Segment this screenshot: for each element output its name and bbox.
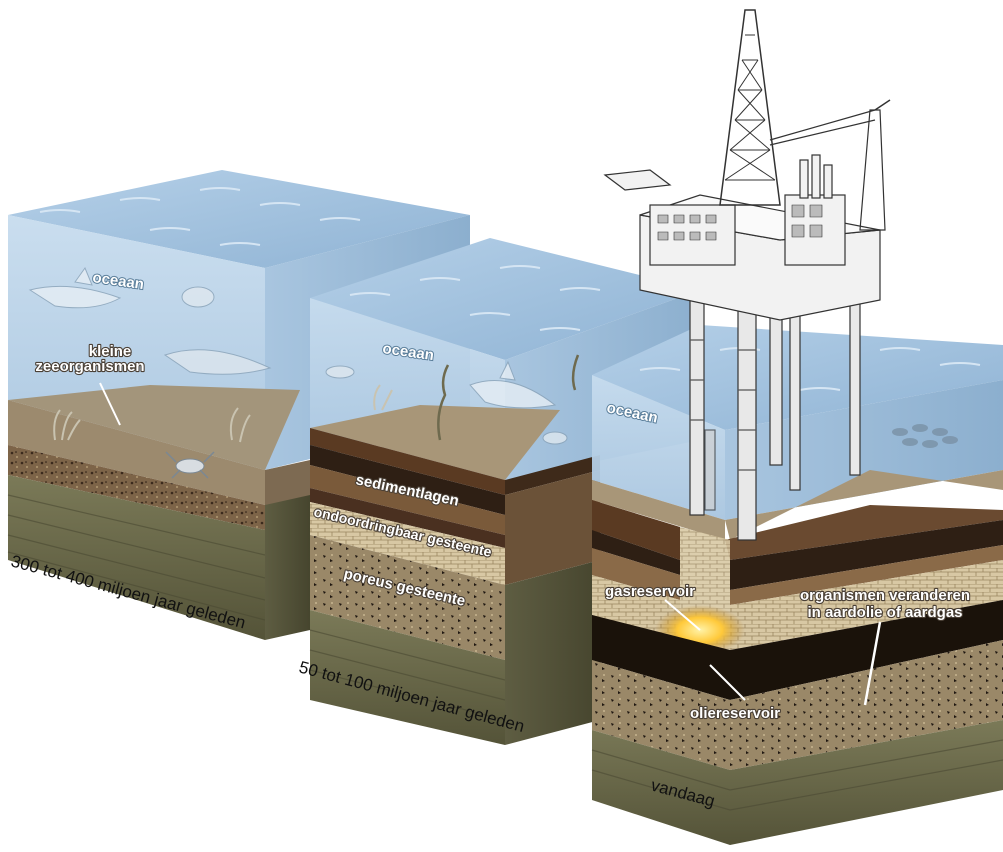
oil-platform-icon [603,9,891,541]
water-surface [8,170,470,268]
transform-label-line1: organismen veranderen [800,587,970,604]
transform-label-line2: in aardolie of aardgas [807,604,962,621]
shark-icon [28,266,122,309]
shark-icon [469,360,557,409]
oil-reservoir-label: oliereservoir [690,705,780,722]
crab-icon [165,451,215,479]
fish-icon [892,424,958,448]
fish-icon [542,431,568,445]
organisms-label-line2: zeeorganismen [35,358,144,375]
oil-pointer [709,664,746,701]
oil-layer [592,600,1003,700]
organisms-pointer [99,382,121,426]
fish-icon [181,286,215,308]
transform-pointer [863,621,882,706]
fish-icon [325,365,355,379]
seaweed-icon [373,354,580,441]
organisms-label-line1: kleine [89,343,132,360]
gas-pointer [664,599,701,631]
gas-reservoir-label: gasreservoir [605,583,695,600]
seaweed-icon [53,407,251,443]
fish-icon [163,349,272,375]
